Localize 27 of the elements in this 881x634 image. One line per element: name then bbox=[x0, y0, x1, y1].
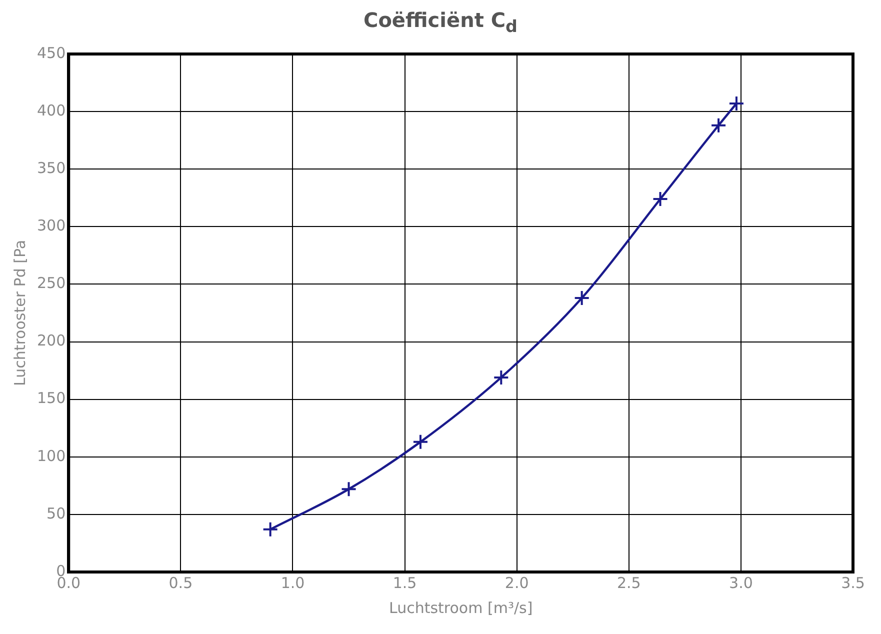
y-tick-label: 450 bbox=[36, 44, 66, 62]
x-tick-label: 0.5 bbox=[168, 574, 193, 592]
y-tick-label: 350 bbox=[36, 159, 66, 177]
y-tick-label: 50 bbox=[46, 504, 66, 522]
y-tick-label: 400 bbox=[36, 101, 66, 120]
y-tick-label: 250 bbox=[36, 274, 66, 292]
point bbox=[340, 481, 357, 498]
y-tick-label: 150 bbox=[36, 389, 66, 408]
y-tick-label: 300 bbox=[36, 216, 66, 235]
point bbox=[412, 434, 428, 450]
x-tick-label: 1.5 bbox=[392, 574, 417, 592]
x-tick-label: 3.5 bbox=[841, 574, 865, 592]
point bbox=[728, 96, 744, 112]
point bbox=[574, 290, 590, 306]
y-tick-label: 100 bbox=[36, 446, 66, 465]
x-axis-title: Luchtstroom [m³/s] bbox=[388, 598, 533, 617]
x-tick-label: 2.5 bbox=[616, 574, 641, 592]
point bbox=[710, 117, 727, 134]
point bbox=[652, 191, 668, 208]
x-tick-label: 3.0 bbox=[729, 574, 753, 592]
chart-title: Coëfficiënt C$_{d}$ bbox=[362, 8, 518, 36]
y-tick-label: 200 bbox=[36, 332, 66, 350]
point bbox=[493, 369, 510, 386]
x-tick-label: 1.0 bbox=[280, 574, 305, 592]
x-tick-label: 2.0 bbox=[504, 574, 529, 592]
y-axis-title: Luchtrooster Pd [Pa bbox=[10, 240, 29, 386]
point bbox=[262, 521, 278, 538]
